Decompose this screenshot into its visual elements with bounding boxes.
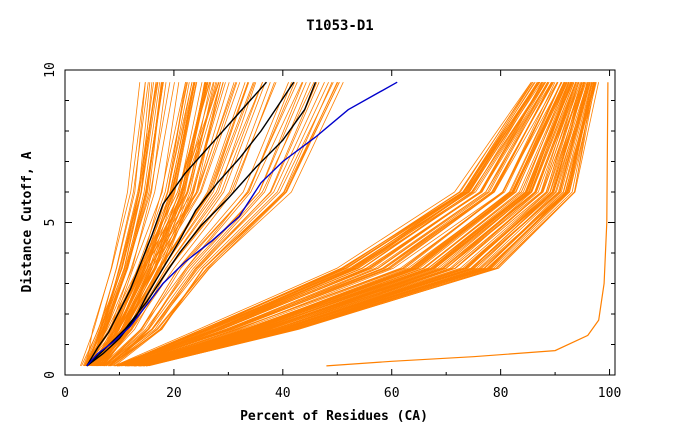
bulk-curve (85, 82, 158, 367)
bulk-curve (96, 82, 257, 367)
bulk-curve (140, 82, 591, 367)
bulk-curve (147, 82, 596, 367)
bulk-curve (134, 82, 573, 367)
bulk-curve (139, 82, 591, 367)
bulk-curve (125, 82, 552, 367)
bulk-curve (88, 82, 230, 367)
bulk-curve (102, 82, 275, 367)
bulk-curve (85, 82, 220, 367)
bulk-curve (98, 82, 196, 367)
x-tick-label: 0 (61, 386, 69, 401)
bulk-curve (128, 82, 565, 367)
bulk-curve (104, 82, 307, 367)
bulk-curve (119, 82, 544, 367)
bulk-curve (146, 82, 596, 367)
axes: 0 20 40 60 80 100 0 5 10 (43, 62, 621, 401)
y-tick-label: 10 (43, 62, 58, 78)
bulk-curve (126, 82, 559, 367)
bulk-curve (85, 82, 154, 367)
y-axis-label: Distance Cutoff, A (20, 151, 35, 292)
bulk-curve (146, 82, 595, 367)
highlight-curves (86, 81, 398, 367)
bulk-curve (128, 82, 565, 367)
bulk-curve (92, 82, 235, 367)
bulk-curve (146, 82, 593, 367)
chart-title: T1053-D1 (306, 18, 373, 34)
highlight-curve (86, 81, 398, 367)
x-tick-label: 20 (166, 386, 182, 401)
bulk-curve (84, 82, 157, 367)
bulk-curve (97, 82, 271, 367)
bulk-curve (108, 82, 340, 367)
outlier-curve (326, 82, 609, 367)
bulk-curve (134, 82, 576, 367)
bulk-curve (117, 81, 534, 367)
bulk-curve (103, 82, 311, 367)
y-tick-label: 0 (43, 371, 58, 379)
x-tick-label: 60 (384, 386, 400, 401)
bulk-curves (80, 81, 609, 367)
bulk-curve (118, 81, 546, 367)
x-axis-label: Percent of Residues (CA) (240, 409, 428, 424)
bulk-curve (128, 82, 558, 367)
bulk-curve (114, 81, 532, 367)
bulk-curve (141, 82, 596, 367)
bulk-curve (107, 82, 329, 367)
bulk-curve (94, 82, 241, 367)
bulk-curve (105, 82, 298, 367)
bulk-curve (109, 82, 338, 367)
bulk-curve (96, 82, 249, 367)
bulk-curve (144, 82, 591, 367)
x-tick-label: 40 (275, 386, 291, 401)
bulk-curve (80, 82, 141, 367)
highlight-curve (86, 81, 295, 367)
bulk-curve (126, 82, 554, 367)
bulk-curve (121, 82, 549, 367)
bulk-curve (86, 82, 161, 367)
bulk-curve (146, 82, 596, 367)
y-tick-label: 5 (43, 219, 58, 227)
bulk-curve (86, 82, 219, 367)
x-tick-label: 100 (598, 386, 621, 401)
bulk-curve (134, 82, 585, 367)
x-tick-label: 80 (493, 386, 509, 401)
highlight-curve (86, 81, 317, 367)
highlight-curve (86, 81, 268, 367)
bulk-curve (115, 81, 546, 367)
bulk-curve (146, 82, 593, 367)
